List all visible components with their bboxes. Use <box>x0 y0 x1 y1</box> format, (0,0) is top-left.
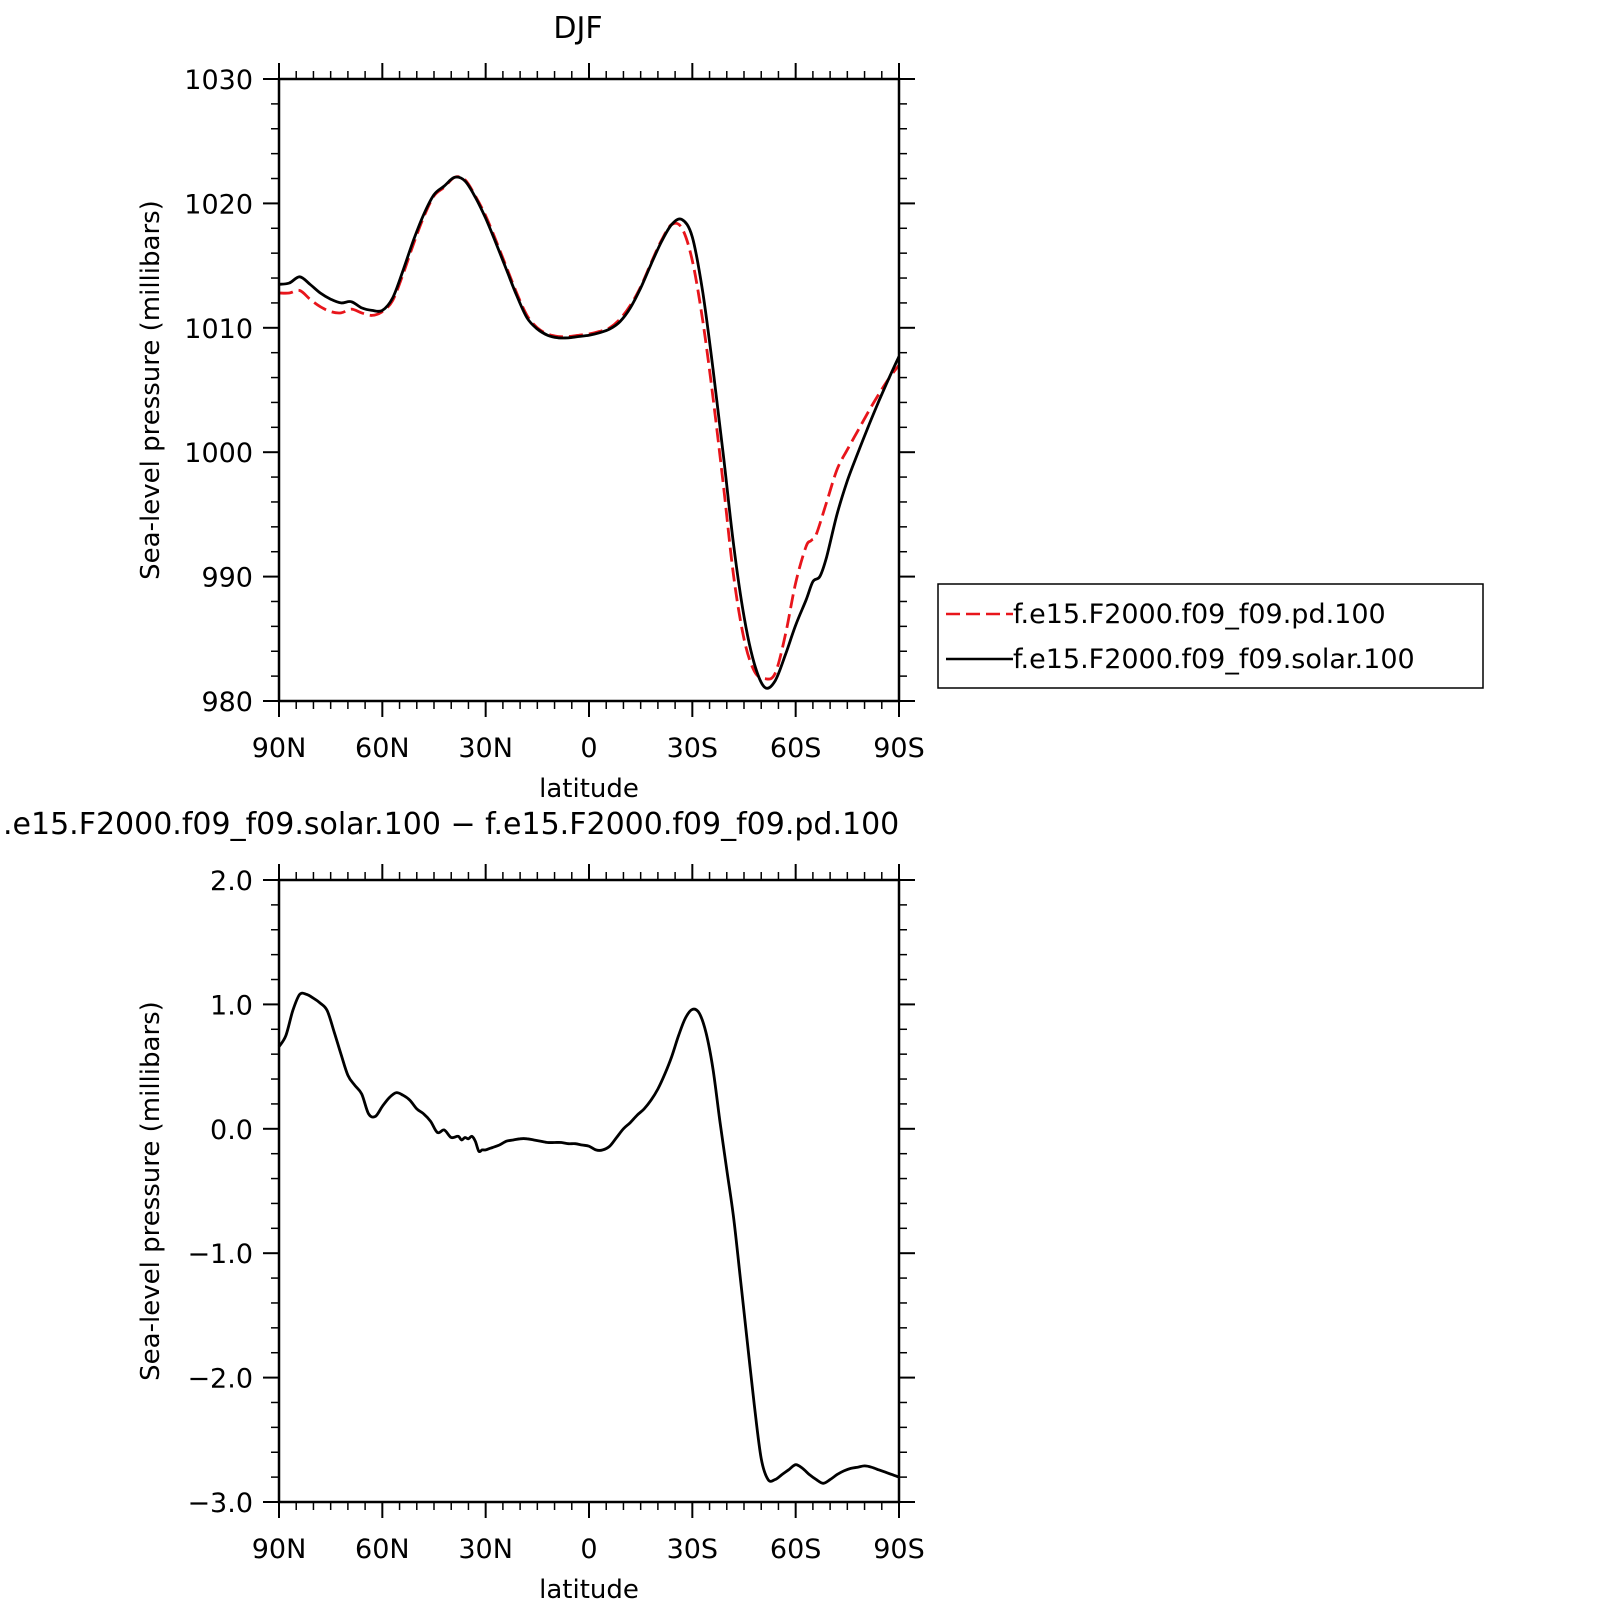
legend-entry-pd: f.e15.F2000.f09_f09.pd.100 <box>1013 599 1386 630</box>
series-line-0 <box>277 991 900 1485</box>
bottom-panel: .e15.F2000.f09_f09.solar.100 − f.e15.F20… <box>3 807 925 1605</box>
x-tick-label: 90S <box>873 1534 925 1565</box>
bottom-plot-lines <box>277 991 900 1485</box>
top-plot-frame <box>277 77 901 703</box>
difference-chart-title: .e15.F2000.f09_f09.solar.100 − f.e15.F20… <box>3 807 899 842</box>
x-tick-label: 60S <box>770 1534 822 1565</box>
x-tick-label: 0 <box>580 733 597 764</box>
y-tick-label: 990 <box>201 563 253 594</box>
x-tick-label: 30S <box>667 733 719 764</box>
y-axis-label: Sea-level pressure (millibars) <box>136 1001 166 1381</box>
x-tick-label: 90N <box>252 733 307 764</box>
x-axis-label: latitude <box>539 774 639 804</box>
x-tick-label: 90N <box>252 1534 307 1565</box>
x-tick-label: 0 <box>580 1534 597 1565</box>
x-tick-label: 30N <box>458 733 513 764</box>
chart-title: DJF <box>553 11 602 46</box>
bottom-plot-frame <box>277 878 901 1504</box>
top-tick-labels: 90N 60N 30N 0 30S 60S 90S 980 990 1000 1010 1020 103… <box>184 65 924 764</box>
y-tick-label: 1020 <box>184 189 253 220</box>
x-axis-label: latitude <box>539 1575 639 1605</box>
y-tick-label: −1.0 <box>187 1239 253 1270</box>
legend: f.e15.F2000.f09_f09.pd.100 f.e15.F2000.f… <box>937 583 1484 689</box>
x-tick-label: 60S <box>770 733 822 764</box>
bottom-tick-labels: 90N 60N 30N 0 30S 60S 90S −3.0 −2.0 −1.0 0.0 1.0 2.0 <box>187 866 924 1565</box>
legend-box <box>937 583 1484 689</box>
y-tick-label: −3.0 <box>187 1488 253 1519</box>
x-tick-label: 60N <box>355 733 410 764</box>
y-tick-label: 0.0 <box>210 1115 253 1146</box>
top-panel: DJF 90N 60N 30N 0 30S 60S 90S 980 990 1000 1010 102… <box>136 11 925 804</box>
y-tick-label: 2.0 <box>210 866 253 897</box>
x-tick-label: 30S <box>667 1534 719 1565</box>
x-tick-label: 30N <box>458 1534 513 1565</box>
y-axis-label: Sea-level pressure (millibars) <box>136 200 166 580</box>
y-tick-label: 1.0 <box>210 990 253 1021</box>
x-tick-label: 90S <box>873 733 925 764</box>
y-tick-label: 1000 <box>184 438 253 469</box>
top-plot-lines <box>278 175 901 690</box>
legend-entry-solar: f.e15.F2000.f09_f09.solar.100 <box>1013 644 1415 675</box>
y-tick-label: −2.0 <box>187 1364 253 1395</box>
bottom-axes-ticks <box>263 864 915 1518</box>
y-tick-label: 1030 <box>184 65 253 96</box>
x-tick-label: 60N <box>355 1534 410 1565</box>
y-tick-label: 1010 <box>184 314 253 345</box>
y-tick-label: 980 <box>201 687 253 718</box>
top-axes-ticks <box>263 63 915 717</box>
series-line-1 <box>278 175 901 690</box>
